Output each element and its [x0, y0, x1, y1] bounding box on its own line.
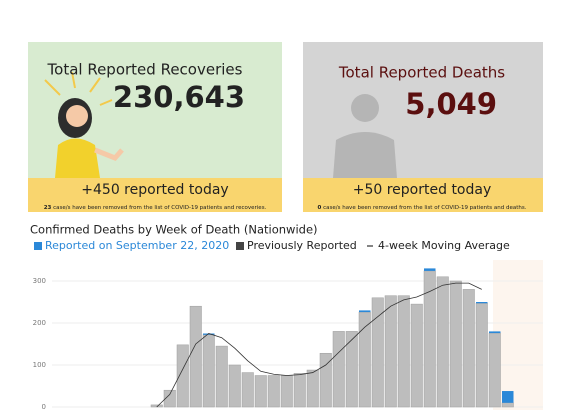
- bar-previous: [475, 303, 488, 408]
- bar-previous: [384, 295, 397, 408]
- card-total: 5,049: [405, 87, 497, 121]
- note-count: 23: [44, 205, 52, 211]
- legend-swatch: [236, 242, 244, 250]
- bar-previous: [436, 276, 449, 408]
- person-silhouette: [333, 94, 397, 178]
- chart-title: Confirmed Deaths by Week of Death (Natio…: [30, 223, 318, 237]
- bar-previous: [228, 364, 241, 408]
- bar-reported: [502, 391, 514, 403]
- y-tick-label: 200: [33, 319, 46, 327]
- legend: Reported on September 22, 2020 Previously…: [34, 239, 510, 252]
- card-strip: [28, 178, 282, 212]
- moving-average-line: [156, 282, 482, 408]
- legend-label: 4-week Moving Average: [378, 239, 510, 252]
- card-note: 23 case/s have been removed from the lis…: [44, 205, 267, 211]
- bar-previous: [319, 352, 332, 408]
- y-tick-label: 300: [33, 277, 46, 285]
- bar-previous: [267, 375, 280, 408]
- bar-reported: [489, 331, 501, 334]
- recoveries-card: Total Reported Recoveries 230,643 +450 r…: [28, 42, 282, 212]
- bar-previous: [202, 334, 215, 408]
- y-tick-label: 100: [33, 361, 46, 369]
- bar-previous: [410, 303, 423, 408]
- person-illustration: [44, 71, 124, 178]
- plot: 0 100 200 300: [33, 268, 543, 411]
- note-count: 0: [318, 205, 322, 211]
- bar-reported: [424, 268, 436, 271]
- bar-previous: [189, 305, 202, 408]
- deaths-card: Total Reported Deaths 5,049 +50 reported…: [303, 42, 543, 212]
- bar-previous: [215, 345, 228, 408]
- bar-previous: [254, 375, 267, 408]
- card-note: 0 case/s have been removed from the list…: [318, 205, 527, 211]
- card-today: +50 reported today: [353, 182, 492, 198]
- bar-reported: [359, 310, 371, 313]
- bar-previous: [462, 289, 475, 408]
- legend-label: Reported on September 22, 2020: [45, 239, 229, 252]
- bar-previous: [488, 332, 501, 408]
- bar-previous: [163, 389, 176, 408]
- bar-previous: [449, 280, 462, 408]
- bar-reported: [203, 333, 215, 335]
- bar-previous: [371, 297, 384, 408]
- incomplete-region: [493, 260, 543, 410]
- note-text: case/s have been removed from the list o…: [53, 205, 266, 211]
- card-title: Total Reported Recoveries: [47, 61, 243, 79]
- bar-previous: [397, 295, 410, 408]
- card-strip: [303, 178, 543, 212]
- bar-reported: [476, 302, 488, 304]
- bar-previous: [241, 372, 254, 408]
- bar-previous: [280, 375, 293, 408]
- card-today: +450 reported today: [81, 182, 228, 198]
- legend-swatch: [34, 242, 42, 250]
- card-total: 230,643: [113, 80, 245, 114]
- card-title: Total Reported Deaths: [338, 64, 505, 82]
- legend-label: Previously Reported: [247, 239, 357, 252]
- bar-previous: [501, 402, 514, 408]
- y-tick-label: 0: [42, 403, 46, 410]
- bar-previous: [345, 331, 358, 408]
- bar-previous: [332, 331, 345, 408]
- bar-previous: [423, 270, 436, 408]
- bar-previous: [293, 373, 306, 408]
- bar-previous: [306, 369, 319, 408]
- note-text: case/s have been removed from the list o…: [323, 205, 527, 211]
- bar-previous: [358, 311, 371, 408]
- bar-previous: [176, 344, 189, 408]
